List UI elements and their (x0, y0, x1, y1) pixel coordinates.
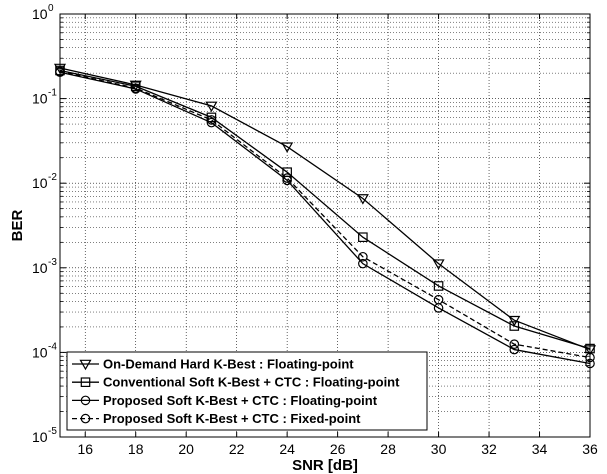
legend-label: On-Demand Hard K-Best : Floating-point (103, 357, 354, 372)
data-point (433, 294, 444, 305)
y-tick-base: 10 (32, 260, 48, 276)
data-point (508, 315, 521, 327)
data-point (509, 321, 520, 331)
x-tick-label: 18 (128, 441, 144, 457)
y-tick-exponent: -1 (48, 88, 57, 99)
legend-entry: On-Demand Hard K-Best : Floating-point (72, 357, 354, 372)
data-point (358, 251, 368, 262)
legend-box (66, 351, 428, 431)
data-point (205, 101, 218, 113)
legend-label: Proposed Soft K-Best + CTC : Floating-po… (103, 393, 378, 408)
y-tick-base: 10 (32, 344, 48, 360)
x-tick-labels: 16 18 20 22 24 26 28 30 32 34 36 (77, 441, 598, 457)
y-tick-label: 10 -2 (32, 172, 57, 191)
x-tick-label: 16 (77, 441, 93, 457)
legend-entry: Proposed Soft K-Best + CTC : Fixed-point (72, 411, 361, 426)
y-tick-label: 10 -3 (32, 257, 57, 276)
y-tick-exponent: -3 (48, 257, 57, 268)
data-point (432, 259, 445, 270)
y-tick-label: 10 -1 (32, 88, 57, 107)
grid-lines (60, 13, 591, 438)
data-point (206, 115, 217, 125)
data-point (358, 258, 368, 269)
y-tick-exponent: 0 (48, 3, 54, 14)
x-tick-label: 30 (431, 441, 447, 457)
data-point (509, 339, 520, 350)
plot-area (59, 13, 591, 438)
y-tick-base: 10 (32, 429, 48, 445)
y-tick-exponent: -2 (48, 172, 57, 183)
x-tick-label: 20 (178, 441, 194, 457)
legend-label: Proposed Soft K-Best + CTC : Fixed-point (103, 411, 361, 426)
series-line (59, 71, 591, 365)
series-4 (55, 66, 595, 363)
data-point (585, 352, 595, 363)
legend-marker (79, 359, 92, 371)
x-tick-label: 36 (582, 441, 598, 457)
data-point (55, 66, 65, 77)
data-point (282, 173, 292, 183)
legend-label: Conventional Soft K-Best + CTC : Floatin… (103, 375, 400, 390)
series-line (59, 70, 591, 359)
data-point (358, 232, 368, 242)
y-axis-label: BER (9, 209, 26, 241)
legend-marker (80, 377, 91, 387)
x-tick-label: 24 (279, 441, 295, 457)
data-point (585, 358, 595, 369)
x-tick-label: 32 (481, 441, 497, 457)
y-tick-base: 10 (32, 6, 48, 22)
data-point (509, 344, 520, 355)
series-layer (53, 63, 597, 369)
x-tick-label: 34 (532, 441, 548, 457)
data-point (433, 281, 444, 291)
data-point (206, 112, 217, 123)
legend-entry: Conventional Soft K-Best + CTC : Floatin… (72, 375, 400, 390)
y-tick-base: 10 (32, 175, 48, 191)
data-point (281, 142, 294, 153)
data-point (130, 83, 141, 93)
legend-marker (80, 413, 91, 424)
series-line (59, 67, 591, 351)
y-tick-exponent: -5 (48, 426, 57, 437)
series-line (59, 69, 591, 350)
data-point (356, 194, 369, 205)
data-point (583, 345, 597, 356)
legend: On-Demand Hard K-Best : Floating-point Co… (66, 351, 428, 431)
y-tick-label: 10 0 (32, 3, 54, 22)
x-tick-label: 26 (330, 441, 346, 457)
legend-marker (80, 395, 91, 406)
x-axis-label: SNR [dB] (292, 457, 358, 474)
legend-entry: Proposed Soft K-Best + CTC : Floating-po… (72, 393, 378, 408)
y-tick-exponent: -4 (48, 341, 57, 352)
y-tick-label: 10 -4 (32, 341, 57, 360)
y-tick-base: 10 (32, 91, 48, 107)
x-tick-label: 28 (380, 441, 396, 457)
x-tick-label: 22 (229, 441, 245, 457)
series-2 (55, 65, 595, 354)
y-tick-label: 10 -5 (32, 426, 57, 445)
